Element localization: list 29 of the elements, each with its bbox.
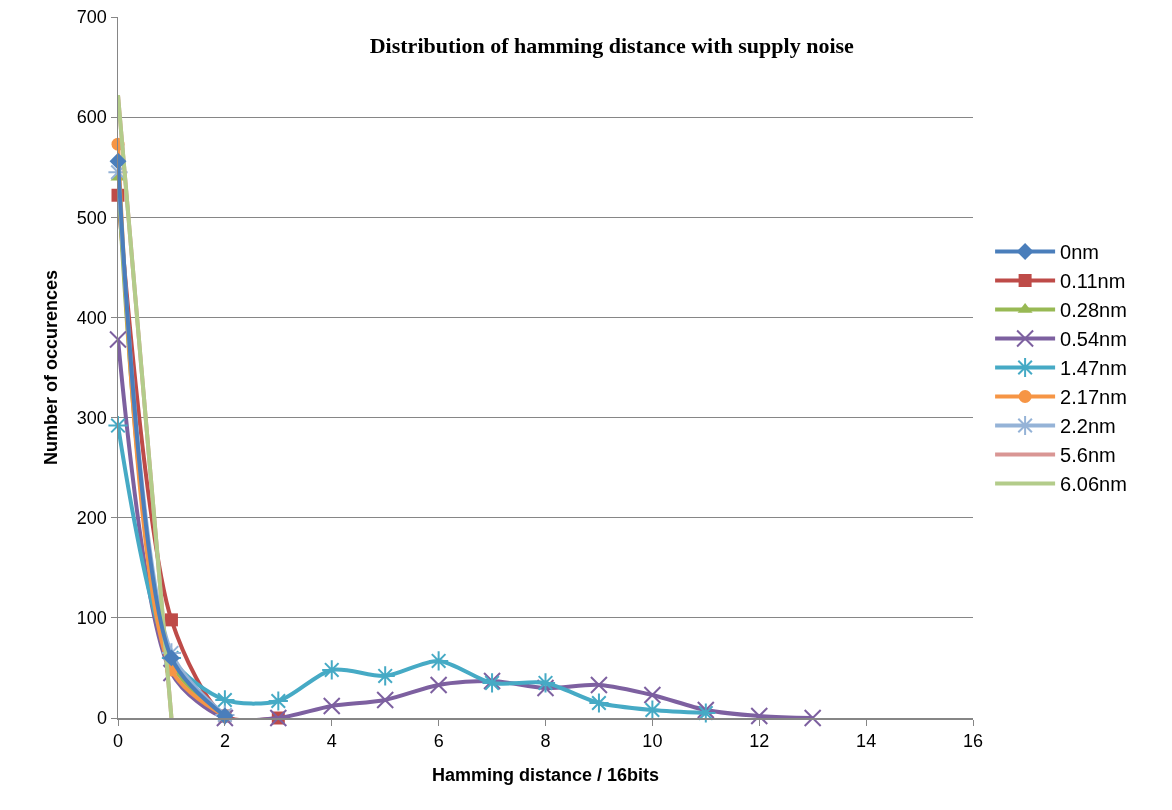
y-tick-label: 500 (76, 207, 107, 228)
y-tick-label: 200 (76, 508, 107, 529)
legend-label: 1.47nm (1060, 357, 1127, 380)
x-tick-label: 14 (856, 731, 877, 752)
legend-label: 0.54nm (1060, 328, 1127, 351)
legend-label: 5.6nm (1060, 444, 1116, 467)
x-axis-title: Hamming distance / 16bits (431, 764, 660, 785)
x-tick-label: 6 (433, 731, 444, 752)
y-tick-label: 0 (96, 708, 107, 729)
legend-label: 0.28nm (1060, 299, 1127, 322)
x-tick-label: 8 (540, 731, 551, 752)
x-tick-label: 12 (749, 731, 770, 752)
y-tick-label: 300 (76, 407, 107, 428)
x-tick-label: 2 (219, 731, 230, 752)
y-tick-label: 700 (76, 7, 107, 28)
legend-label: 0nm (1060, 241, 1100, 264)
x-tick-label: 10 (642, 731, 663, 752)
legend-label: 2.2nm (1060, 415, 1116, 438)
text: Distribution of hamming distance with supply noise (369, 32, 855, 58)
x-tick-label: 16 (962, 731, 984, 752)
legend-label: 2.17nm (1060, 386, 1127, 409)
legend-label: 0.11nm (1060, 270, 1126, 293)
y-tick-label: 100 (76, 608, 107, 629)
x-tick-label: 0 (112, 731, 124, 752)
y-axis-title: Number of occurences (41, 269, 62, 466)
legend-label: 6.06nm (1060, 473, 1127, 496)
x-tick-label: 4 (326, 731, 337, 752)
y-tick-label: 600 (76, 107, 107, 128)
y-tick-label: 400 (76, 307, 107, 328)
